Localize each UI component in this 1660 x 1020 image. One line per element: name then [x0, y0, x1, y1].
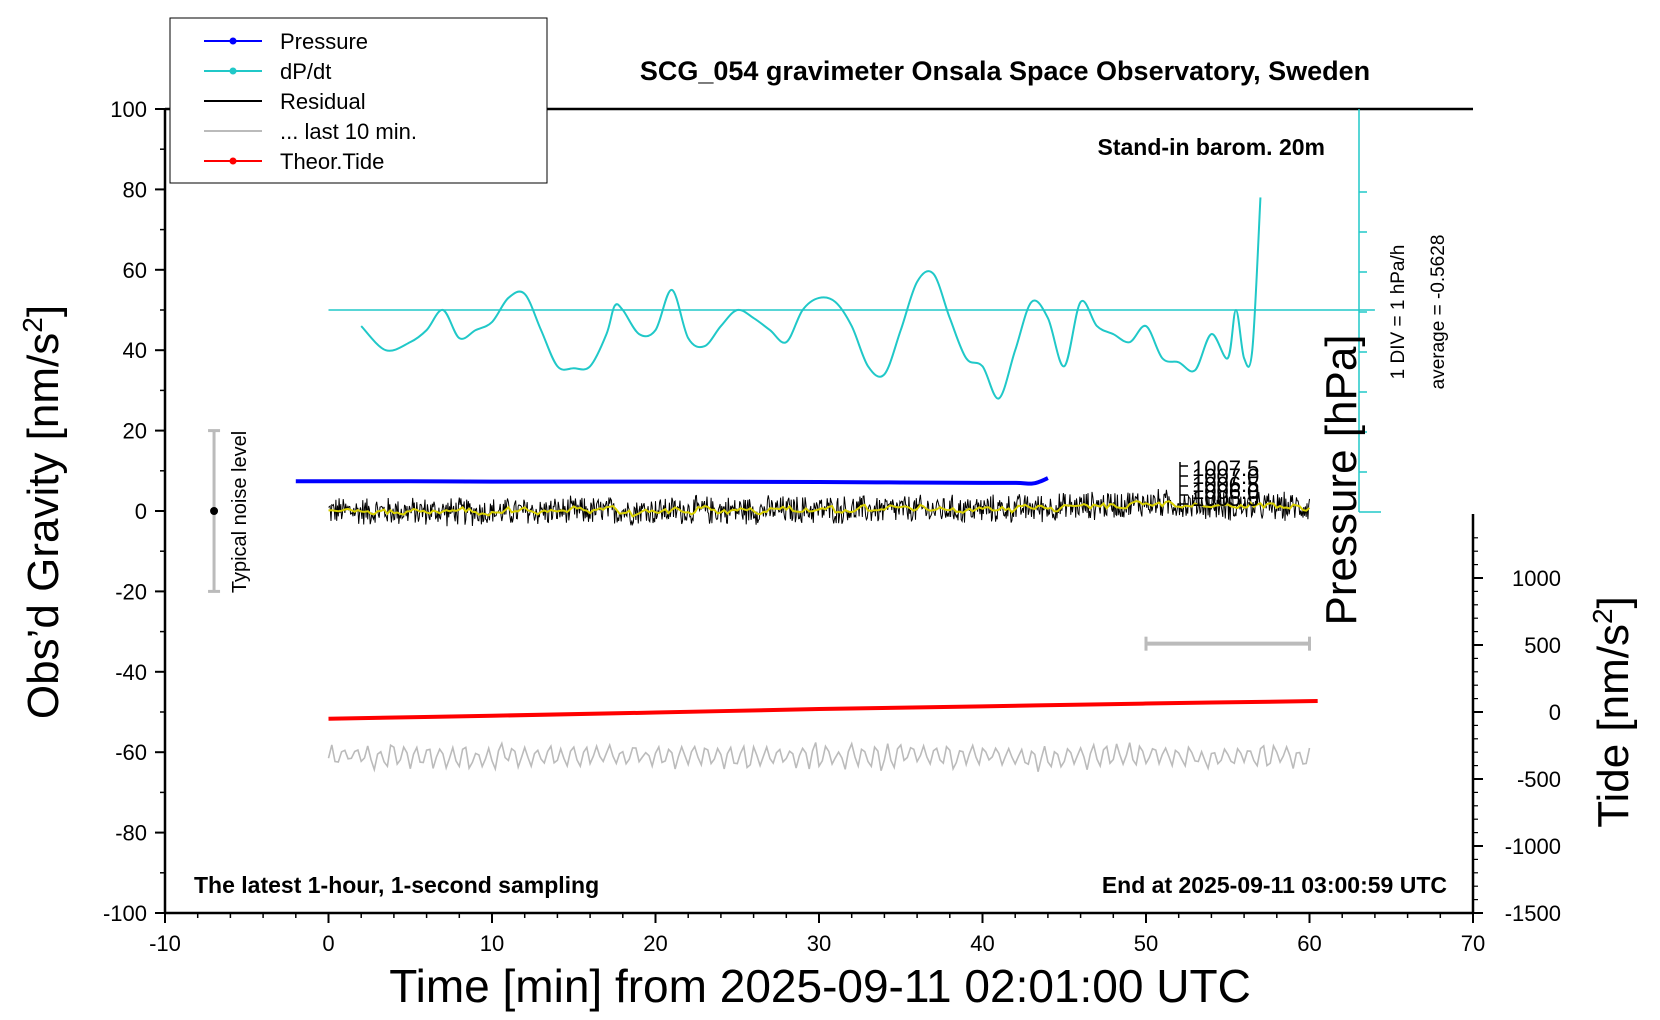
y-right-tick-label: -1500 — [1505, 901, 1561, 926]
legend-label: ... last 10 min. — [280, 119, 417, 144]
x-tick-label: 60 — [1297, 931, 1321, 956]
legend-label: Theor.Tide — [280, 149, 384, 174]
y-left-tick-label: 0 — [135, 499, 147, 524]
div-note: 1 DIV = 1 hPa/h — [1388, 245, 1409, 380]
noise-bar-center — [210, 507, 219, 515]
series-layer — [208, 197, 1375, 773]
pressure-tick-label: 1007.5 — [1192, 456, 1259, 481]
legend-marker — [229, 67, 237, 75]
y-left-tick-label: 40 — [123, 338, 147, 363]
y-right-tick-label: -1000 — [1505, 834, 1561, 859]
x-tick-label: 10 — [480, 931, 504, 956]
legend-items: Pressure dP/dt Residual ... last 10 min. The… — [204, 29, 417, 174]
legend-label: dP/dt — [280, 59, 331, 84]
y-axis-right: -1500 -1000 -500 0 500 1000 — [1473, 537, 1561, 926]
y-axis-label-left: Obs’d Gravity [nm/s2] — [17, 305, 68, 719]
y-left-tick-label: 20 — [123, 419, 147, 444]
y-axis-label-right-end: ] — [1589, 596, 1638, 608]
pressure-tick-labels: 1007.5 1007.0 1006.5 1006.0 1005.5 — [1179, 456, 1259, 511]
pressure-tick-label: 1006.0 — [1192, 479, 1259, 504]
y-right-tick-label: 1000 — [1512, 566, 1561, 591]
x-tick-label: 40 — [970, 931, 994, 956]
x-tick-label: -10 — [149, 931, 181, 956]
legend-label: Residual — [280, 89, 366, 114]
y-right-tick-label: 500 — [1524, 633, 1561, 658]
y-left-tick-label: 80 — [123, 177, 147, 202]
x-axis: -10 0 10 20 30 40 50 60 70 — [149, 913, 1485, 956]
barometer-note: Stand-in barom. 20m — [1098, 134, 1325, 160]
pressure-tick-label: 1005.5 — [1192, 486, 1259, 511]
x-tick-label: 70 — [1461, 931, 1485, 956]
y-left-tick-label: -20 — [115, 579, 147, 604]
y-axis-label-left-sup: 2 — [17, 317, 48, 333]
y-axis-label-left-end: ] — [19, 305, 68, 317]
series-dpdt — [360, 197, 1262, 400]
chart-title: SCG_054 gravimeter Onsala Space Observat… — [640, 56, 1370, 86]
series-residual-smoothed — [328, 500, 1311, 518]
end-time-note: End at 2025-09-11 03:00:59 UTC — [1102, 872, 1447, 898]
legend-label: Pressure — [280, 29, 368, 54]
y-left-tick-label: 60 — [123, 258, 147, 283]
y-left-tick-label: -60 — [115, 740, 147, 765]
y-axis-label-right-main: Tide [nm/s — [1589, 624, 1638, 828]
pressure-tick-label: 1007.0 — [1192, 464, 1259, 489]
y-left-tick-label: -80 — [115, 821, 147, 846]
x-tick-label: 20 — [643, 931, 667, 956]
series-pressure — [295, 476, 1049, 486]
y-left-tick-label: 100 — [110, 97, 147, 122]
x-tick-label: 30 — [807, 931, 831, 956]
x-tick-label: 50 — [1134, 931, 1158, 956]
y-axis-label-right: Tide [nm/s2] — [1587, 596, 1638, 828]
sampling-note: The latest 1-hour, 1-second sampling — [194, 872, 599, 898]
y-axis-label-pressure: Pressure [hPa] — [1317, 334, 1366, 625]
series-last10 — [327, 741, 1311, 773]
y-right-tick-label: 0 — [1549, 700, 1561, 725]
legend-marker — [229, 157, 237, 165]
x-tick-label: 0 — [322, 931, 334, 956]
y-left-tick-label: -40 — [115, 660, 147, 685]
series-tide — [328, 699, 1318, 721]
y-left-tick-label: -100 — [103, 901, 147, 926]
legend: Pressure dP/dt Residual ... last 10 min. The… — [169, 17, 548, 184]
x-axis-label: Time [min] from 2025-09-11 02:01:00 UTC — [389, 960, 1251, 1012]
legend-marker — [229, 37, 237, 45]
y-right-tick-label: -500 — [1517, 767, 1561, 792]
noise-label: Typical noise level — [229, 431, 251, 593]
y-axis-label-right-sup: 2 — [1587, 608, 1618, 624]
y-axis-label-left-main: Obs’d Gravity [nm/s — [19, 333, 68, 719]
average-note: average = -0.5628 — [1428, 235, 1449, 390]
y-axis-left: -100 -80 -60 -40 -20 0 20 40 60 80 100 — [103, 97, 165, 926]
pressure-tick-label: 1006.5 — [1192, 472, 1259, 497]
